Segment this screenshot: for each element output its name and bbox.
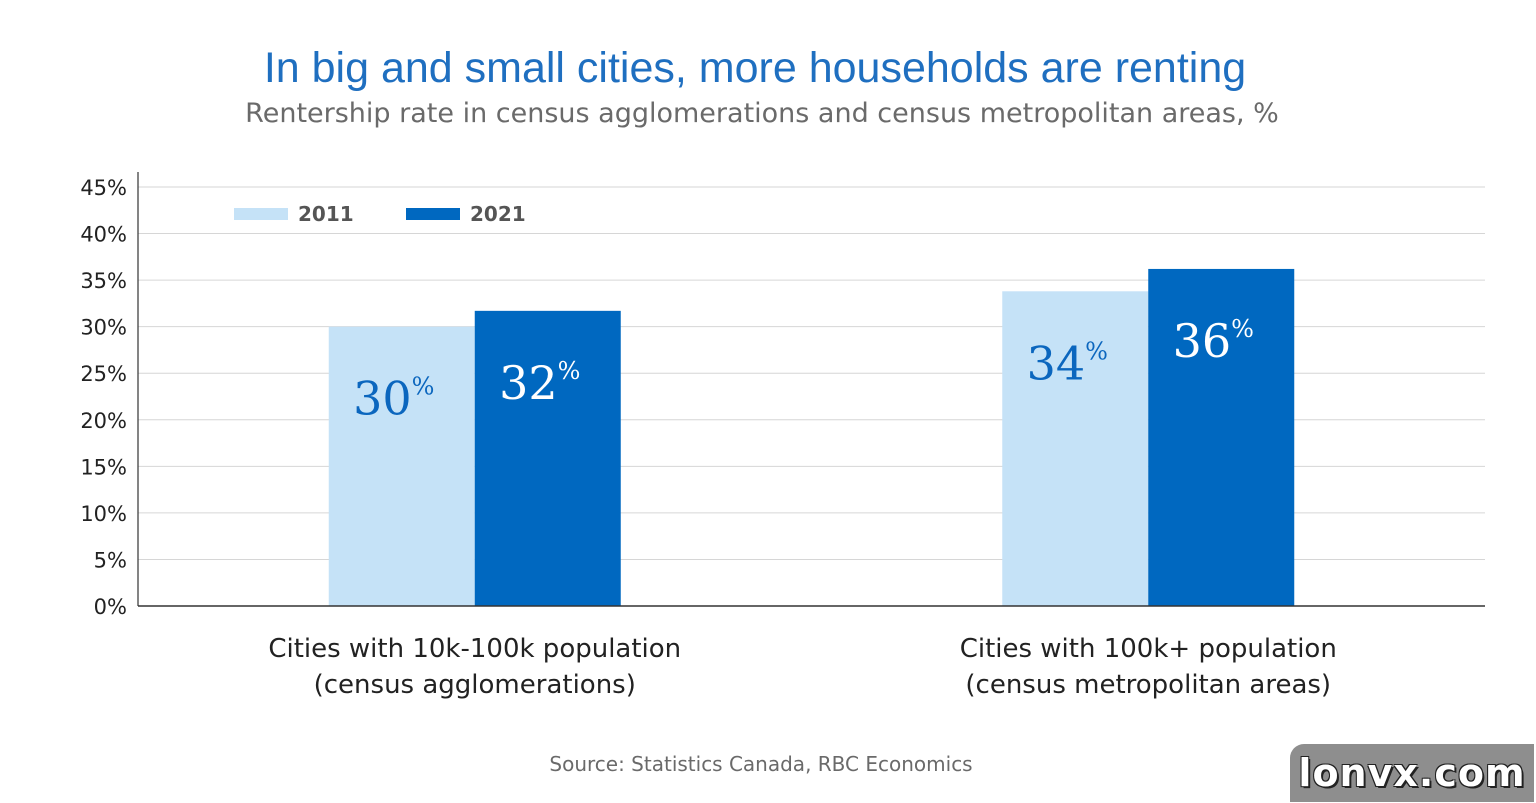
y-tick-label: 0% [94, 595, 127, 619]
y-tick-label: 45% [80, 176, 127, 200]
data-label: 30% [353, 372, 434, 426]
y-tick-label: 40% [80, 223, 127, 247]
legend-swatch-2011 [234, 208, 288, 220]
category-label: (census agglomerations) [314, 670, 636, 700]
y-tick-label: 10% [80, 502, 127, 526]
y-tick-label: 30% [80, 316, 127, 340]
category-label: Cities with 10k-100k population [268, 634, 681, 664]
y-tick-label: 25% [80, 362, 127, 386]
data-label: 34% [1027, 336, 1108, 390]
chart-title: In big and small cities, more households… [263, 44, 1247, 92]
chart-subtitle: Rentership rate in census agglomerations… [245, 98, 1279, 129]
category-label: Cities with 100k+ population [960, 634, 1337, 664]
watermark-logo: lonvx.com [1290, 744, 1534, 802]
legend-label-2021: 2021 [470, 202, 526, 226]
data-label: 36% [1173, 314, 1254, 368]
data-label: 32% [499, 356, 580, 410]
legend-label-2011: 2011 [298, 202, 354, 226]
legend-swatch-2021 [406, 208, 460, 220]
bar-2021-1 [474, 310, 621, 606]
bar-2021-2 [1148, 268, 1295, 606]
bar-2011-1 [328, 326, 475, 606]
bar-2011-2 [1002, 291, 1149, 606]
y-tick-label: 5% [94, 548, 127, 572]
y-tick-label: 20% [80, 409, 127, 433]
source-note: Source: Statistics Canada, RBC Economics [549, 752, 973, 776]
category-label: (census metropolitan areas) [965, 670, 1331, 700]
y-tick-label: 15% [80, 455, 127, 479]
y-tick-label: 35% [80, 269, 127, 293]
